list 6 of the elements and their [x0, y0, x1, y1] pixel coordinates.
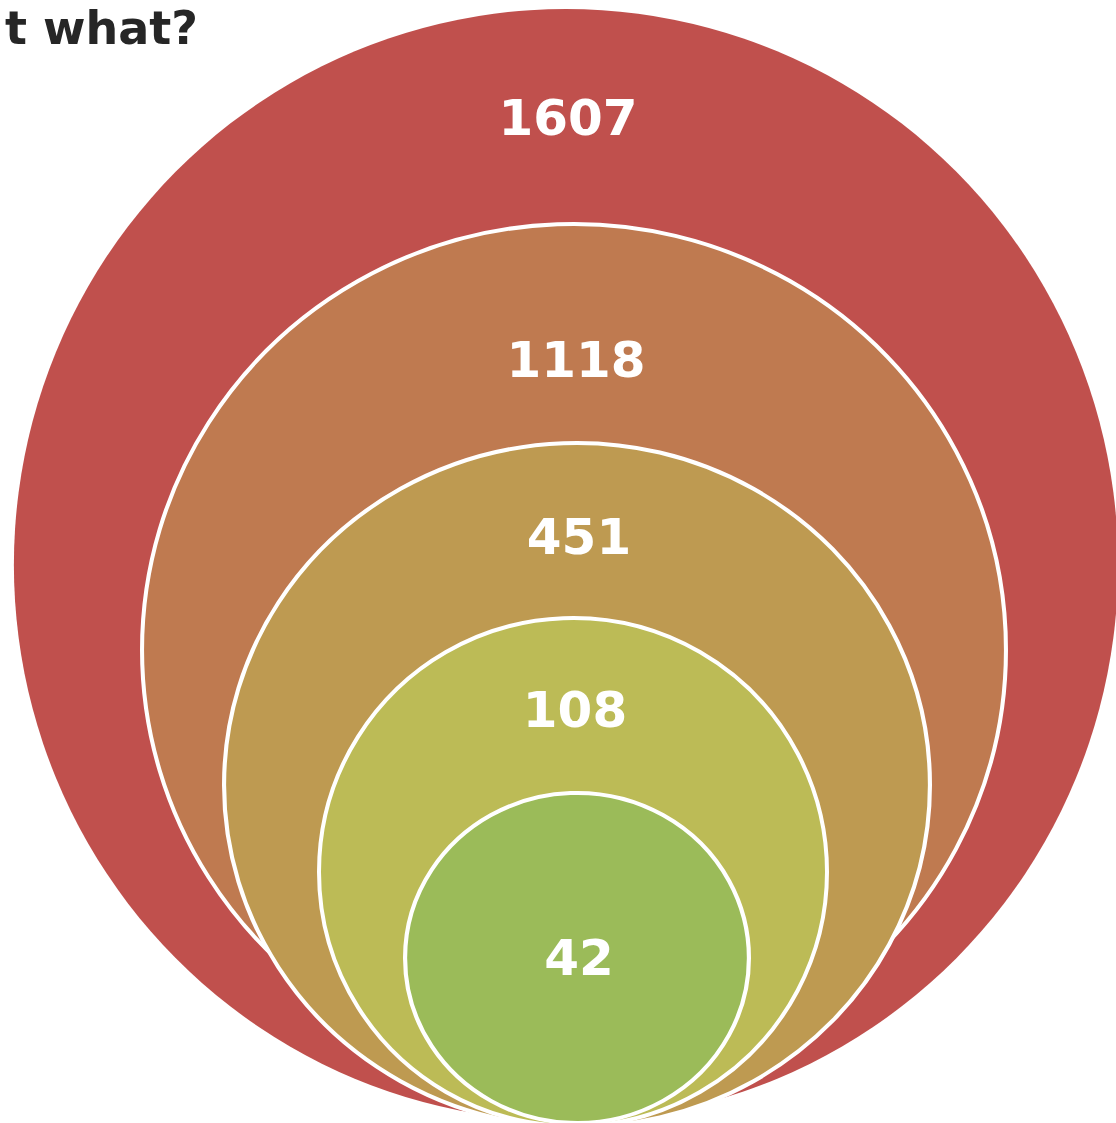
data-label: 108 — [522, 681, 628, 739]
data-label: 1118 — [506, 331, 646, 389]
data-label: 1607 — [498, 89, 638, 147]
text: t what? — [5, 1, 198, 55]
data-label: 451 — [526, 508, 632, 566]
data-label: 42 — [544, 929, 614, 987]
